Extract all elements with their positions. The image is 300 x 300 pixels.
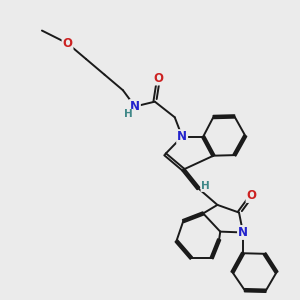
Text: O: O — [62, 37, 73, 50]
Text: O: O — [247, 189, 256, 202]
Text: O: O — [154, 71, 164, 85]
Text: N: N — [130, 100, 140, 113]
Text: N: N — [238, 226, 248, 239]
Text: H: H — [201, 182, 210, 191]
Text: H: H — [124, 110, 133, 119]
Text: N: N — [177, 130, 187, 143]
